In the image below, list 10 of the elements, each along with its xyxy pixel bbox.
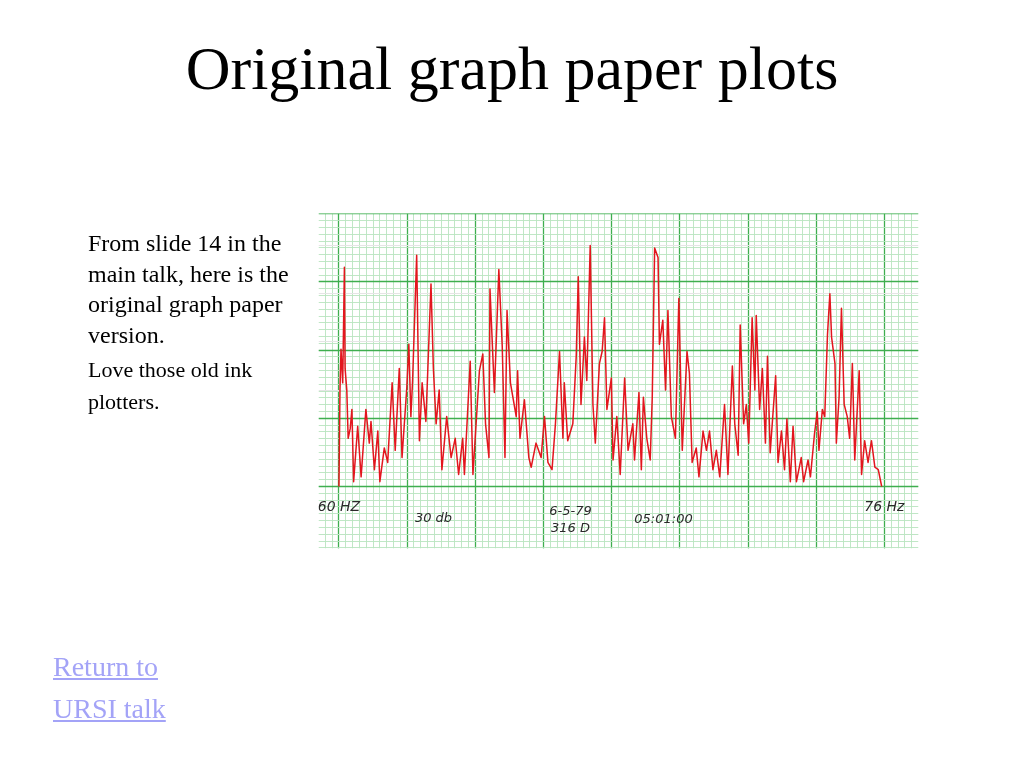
chart-title: Original graph paper plots [184, 33, 840, 102]
text: From slide 14 in the main talk, here is the original graph paper version. [88, 229, 290, 350]
x-tick-label: 60 HZ [317, 497, 361, 514]
text: 05:01:00 [634, 511, 693, 526]
text: 6-5-79 [549, 503, 592, 518]
text: 30 db [414, 510, 453, 525]
x-tick-label: 76 Hz [864, 497, 906, 514]
text: Love those old ink plotters. [88, 356, 254, 416]
text: Return to URSI talk [52, 650, 167, 726]
text: 316 D [551, 520, 590, 535]
